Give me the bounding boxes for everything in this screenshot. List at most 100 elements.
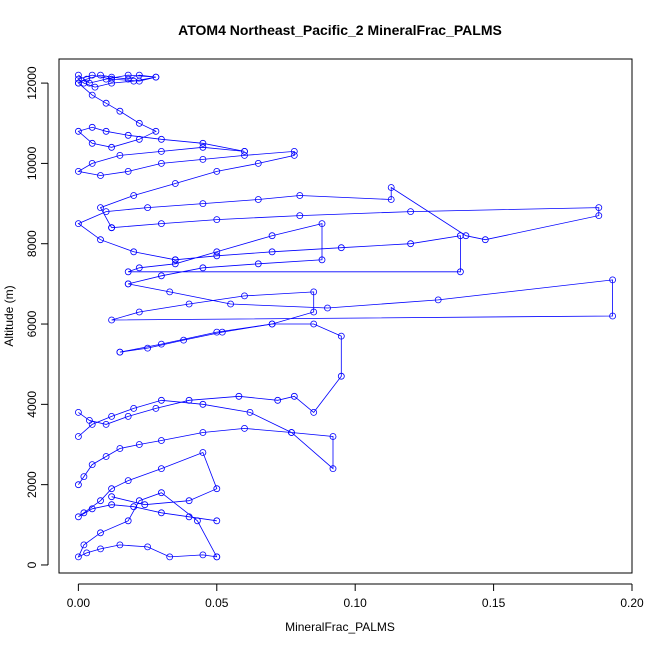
series-layer [75,71,616,561]
data-point [88,505,96,513]
data-point [337,372,345,380]
data-point [75,167,82,175]
data-point [102,420,110,428]
data-point [75,71,82,79]
data-point [157,396,165,404]
data-point [124,477,132,485]
series-line [78,451,218,522]
series-8 [75,143,298,232]
data-point [241,151,248,159]
data-point [130,503,138,511]
series-line [77,492,218,558]
series-line [78,323,342,425]
data-point [86,416,93,424]
data-point [86,79,93,87]
data-point [135,119,143,127]
x-tick-label: 0.00 [67,596,91,610]
data-point [135,135,143,143]
data-point [171,256,179,264]
data-point [310,320,318,328]
data-point [166,553,174,561]
data-point [199,551,207,559]
y-axis: 0 2000 4000 6000 8000 10000 12000 [25,66,49,568]
series-line [111,279,613,353]
data-point [199,449,207,456]
series-2 [75,449,221,525]
y-tick-label: 8000 [25,230,39,257]
data-point [157,135,165,143]
data-point [318,256,326,264]
series-6 [124,220,464,288]
data-point [310,308,318,316]
data-point [75,75,82,83]
data-point [254,196,262,203]
data-point [88,91,96,99]
x-tick-label: 0.10 [344,596,368,610]
data-point [144,204,152,212]
data-point [213,328,221,336]
data-point [609,312,616,320]
data-point [296,192,304,199]
y-tick-label: 6000 [25,310,39,337]
data-point [124,280,132,288]
data-point [108,316,115,324]
series-line [77,146,295,228]
data-point [75,513,82,521]
data-point [481,236,489,244]
data-point [157,509,165,517]
data-point [337,244,345,252]
data-point [144,344,152,352]
data-point [456,268,464,276]
data-point [241,424,248,432]
data-point [80,541,88,549]
y-tick-label: 0 [25,561,39,568]
data-point [213,485,221,493]
y-tick-label: 2000 [25,471,39,498]
data-point [152,404,160,412]
data-point [88,123,96,131]
data-point [456,232,464,240]
data-point [199,429,207,436]
data-point [296,212,304,220]
data-point [97,172,104,179]
data-point [108,412,115,420]
data-point [462,232,470,240]
data-point [75,433,82,440]
data-point [290,392,298,400]
data-point [288,429,295,436]
x-axis-label: MineralFrac_PALMS [285,620,395,634]
data-point [290,151,298,159]
data-point [157,147,165,155]
data-point [75,220,82,228]
data-point [166,288,174,296]
data-point [274,396,282,404]
data-point [97,71,104,79]
data-point [144,543,152,551]
series-line [78,399,334,485]
y-tick-label: 10000 [25,146,39,180]
y-tick-label: 12000 [25,66,39,100]
data-point [102,75,110,83]
data-point [387,196,395,203]
data-point [108,501,115,509]
data-point [135,308,143,316]
data-point [88,139,96,147]
data-point [124,517,132,525]
data-point [116,541,124,549]
series-1 [75,489,221,561]
data-point [180,336,188,344]
data-point [213,216,221,224]
data-point [268,320,276,328]
data-point [124,268,132,276]
data-point [83,549,91,557]
data-point [124,167,132,175]
data-point [387,184,395,191]
data-point [75,79,82,87]
data-point [310,288,318,296]
data-point [135,441,143,448]
data-point [337,332,345,340]
data-point [213,517,221,525]
data-point [185,300,193,308]
data-point [108,224,115,232]
series-line [77,186,600,261]
